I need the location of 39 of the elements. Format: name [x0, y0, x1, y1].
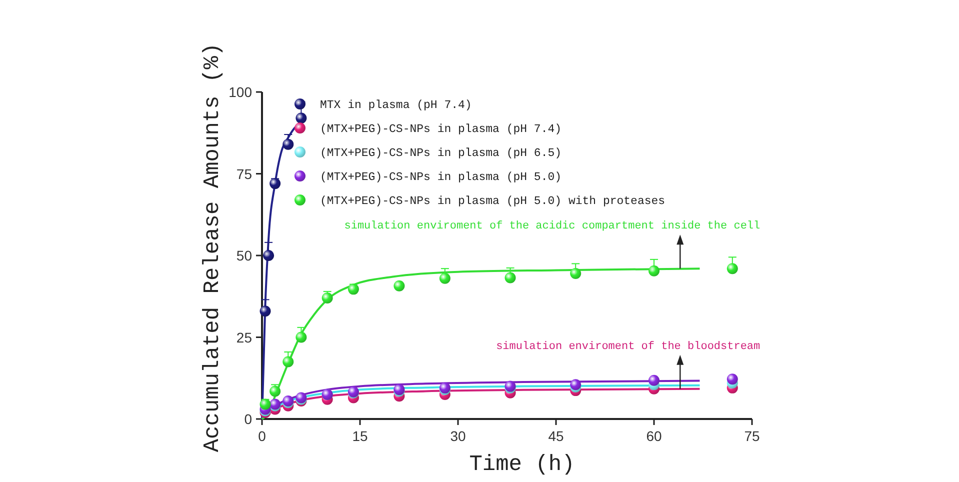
- y-axis-title: Accumulated Release Amounts (%): [200, 42, 225, 452]
- y-tick-label: 75: [236, 166, 252, 182]
- x-tick-label: 75: [744, 428, 760, 444]
- legend-label: (MTX+PEG)-CS-NPs in plasma (pH 6.5): [320, 147, 562, 160]
- legend-label: MTX in plasma (pH 7.4): [320, 99, 472, 112]
- annotation: simulation enviroment of the bloodstream: [496, 340, 761, 353]
- point: [394, 280, 405, 292]
- annotation: simulation enviroment of the acidic compartment inside the cell: [344, 220, 760, 233]
- legend-label: (MTX+PEG)-CS-NPs in plasma (pH 5.0) with proteases: [320, 195, 666, 208]
- y-tick-label: 25: [236, 329, 252, 346]
- point: [260, 306, 271, 317]
- y-tick-label: 100: [228, 84, 252, 100]
- y-tick-label: 0: [244, 411, 252, 427]
- point: [726, 374, 738, 385]
- point: [648, 374, 660, 386]
- point: [296, 332, 307, 343]
- point: [726, 263, 738, 274]
- x-tick-label: 0: [258, 428, 266, 444]
- point: [348, 284, 359, 295]
- point: [439, 272, 450, 284]
- y-tick-label: 50: [236, 248, 252, 264]
- point: [322, 292, 333, 304]
- point: [282, 356, 294, 368]
- x-tick-label: 45: [548, 428, 564, 444]
- legend-label: (MTX+PEG)-CS-NPs in plasma (pH 7.4): [320, 123, 562, 136]
- point: [296, 112, 307, 124]
- x-axis-title: Time (h): [469, 452, 575, 477]
- point: [263, 250, 274, 261]
- point: [282, 138, 294, 150]
- x-tick-label: 30: [450, 428, 466, 444]
- point: [570, 268, 582, 279]
- point: [648, 265, 660, 276]
- point: [260, 398, 271, 410]
- x-tick-label: 60: [646, 428, 662, 444]
- point: [270, 386, 281, 397]
- x-tick-label: 15: [352, 428, 368, 444]
- point: [270, 178, 281, 190]
- point: [504, 272, 516, 284]
- legend-label: (MTX+PEG)-CS-NPs in plasma (pH 5.0): [320, 171, 562, 184]
